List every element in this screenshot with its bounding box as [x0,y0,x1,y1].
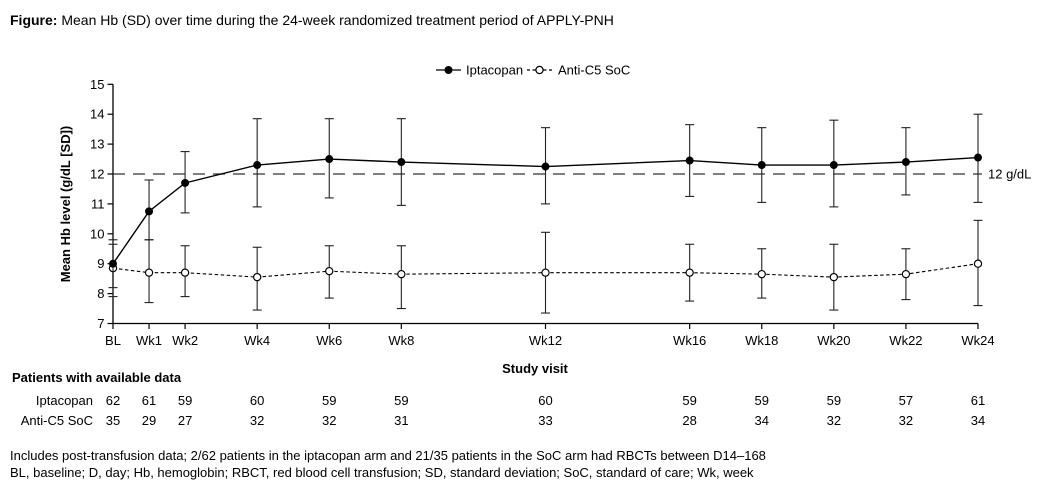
data-point-iptacopan [685,156,694,165]
table-cell-iptacopan: 60 [538,393,552,408]
footnote-line-1: Includes post-transfusion data; 2/62 pat… [10,448,766,463]
table-cell-anti-c5-soc: 27 [178,413,192,428]
y-tick-label: 13 [90,137,104,152]
table-cell-iptacopan: 59 [178,393,192,408]
table-cell-anti-c5-soc: 34 [755,413,769,428]
data-point-iptacopan [757,161,766,170]
y-tick-label: 9 [97,256,104,271]
legend-open-circle-icon [535,65,544,75]
x-tick-label: BL [105,333,121,348]
legend-label-iptacopan: Iptacopan [466,63,523,78]
x-tick-label: Wk18 [745,333,778,348]
legend-item-anti-c5-soc: Anti-C5 SoC [527,63,630,78]
data-point-iptacopan [397,158,406,167]
axes: 7 8 9 10 11 12 13 14 15 BL Wk1 Wk2 Wk4 Wk6 Wk8 Wk12 Wk16… [90,77,995,348]
table-cell-anti-c5-soc: 32 [827,413,841,428]
table-cell-iptacopan: 59 [322,393,336,408]
data-point-anti-c5-soc [973,259,983,268]
data-point-iptacopan [253,161,262,170]
legend-label-anti-c5-soc: Anti-C5 SoC [558,63,630,78]
footnotes: Includes post-transfusion data; 2/62 pat… [10,447,766,481]
data-point-iptacopan [109,259,117,268]
table-cell-anti-c5-soc: 31 [394,413,408,428]
data-point-anti-c5-soc [901,269,911,279]
x-tick-label: Wk8 [388,333,414,348]
x-tick-label: Wk24 [961,333,994,348]
hb-line-chart: 7 8 9 10 11 12 13 14 15 BL Wk1 Wk2 Wk4 Wk6 Wk8 Wk12 Wk16… [12,63,1031,429]
y-tick-label: 10 [90,226,104,241]
table-cell-anti-c5-soc: 32 [250,413,264,428]
data-point-iptacopan [901,158,910,167]
data-series [108,113,983,314]
data-point-iptacopan [181,178,190,187]
x-tick-label: Wk20 [817,333,850,348]
table-values: 62 61 59 60 59 59 60 59 59 59 57 61 35 29 27 32 32 31 33 28… [106,393,985,428]
chart-legend: Iptacopan Anti-C5 SoC [436,63,630,78]
y-tick-label: 14 [90,107,104,122]
series-anti-c5-soc [108,219,983,314]
table-cell-anti-c5-soc: 33 [538,413,552,428]
series-line-anti-c5-soc [112,263,979,278]
table-cell-iptacopan: 61 [971,393,985,408]
x-tick-label: Wk2 [172,333,198,348]
table-cell-anti-c5-soc: 29 [142,413,156,428]
x-tick-label: Wk4 [244,333,270,348]
data-point-anti-c5-soc [397,269,406,279]
table-cell-iptacopan: 59 [827,393,841,408]
x-tick-label: Wk1 [136,333,162,348]
legend-filled-circle-icon [444,66,453,74]
data-point-anti-c5-soc [829,272,839,282]
x-axis-title: Study visit [502,361,568,376]
table-cell-anti-c5-soc: 28 [682,413,696,428]
y-tick-label: 15 [90,77,104,92]
table-cell-anti-c5-soc: 35 [106,413,120,428]
table-cell-iptacopan: 59 [755,393,769,408]
x-tick-label: Wk22 [889,333,922,348]
series-line-iptacopan [112,156,979,265]
data-point-anti-c5-soc [252,272,262,282]
series-iptacopan [108,113,983,289]
data-point-iptacopan [325,155,334,164]
data-point-iptacopan [541,162,550,171]
figure-title-prefix: Figure: [10,12,58,28]
table-cell-iptacopan: 60 [250,393,264,408]
y-tick-label: 7 [97,316,104,331]
x-tick-label: Wk6 [316,333,342,348]
figure-title: Figure: Mean Hb (SD) over time during th… [10,12,614,28]
data-point-anti-c5-soc [144,268,154,277]
x-tick-label: Wk16 [673,333,706,348]
table-cell-iptacopan: 62 [106,393,120,408]
figure-title-text: Mean Hb (SD) over time during the 24-wee… [57,12,614,28]
y-axis-title: Mean Hb level (g/dL [SD]) [58,126,73,283]
data-point-anti-c5-soc [325,266,334,276]
legend-item-iptacopan: Iptacopan [436,63,523,78]
footnote-line-2: BL, baseline; D, day; Hb, hemoglobin; RB… [10,465,754,480]
reference-line-label: 12 g/dL [988,167,1031,182]
table-cell-iptacopan: 59 [682,393,696,408]
table-cell-anti-c5-soc: 34 [971,413,985,428]
table-cell-anti-c5-soc: 32 [322,413,336,428]
data-point-anti-c5-soc [685,268,694,277]
y-tick-label: 11 [91,196,105,211]
table-cell-iptacopan: 59 [394,393,408,408]
y-tick-label: 12 [90,167,104,182]
data-point-anti-c5-soc [180,268,190,277]
table-title: Patients with available data [12,370,182,385]
data-point-iptacopan [145,207,154,216]
data-point-anti-c5-soc [541,268,550,277]
table-row-label-anti-c5-soc: Anti-C5 SoC [21,413,93,428]
table-cell-iptacopan: 57 [899,393,913,408]
table-cell-anti-c5-soc: 32 [899,413,913,428]
x-tick-label: Wk12 [529,333,562,348]
data-point-anti-c5-soc [757,269,766,279]
data-point-iptacopan [829,161,838,170]
y-tick-label: 8 [97,286,104,301]
table-cell-iptacopan: 61 [142,393,156,408]
table-row-label-iptacopan: Iptacopan [36,393,93,408]
data-point-iptacopan [974,153,982,162]
